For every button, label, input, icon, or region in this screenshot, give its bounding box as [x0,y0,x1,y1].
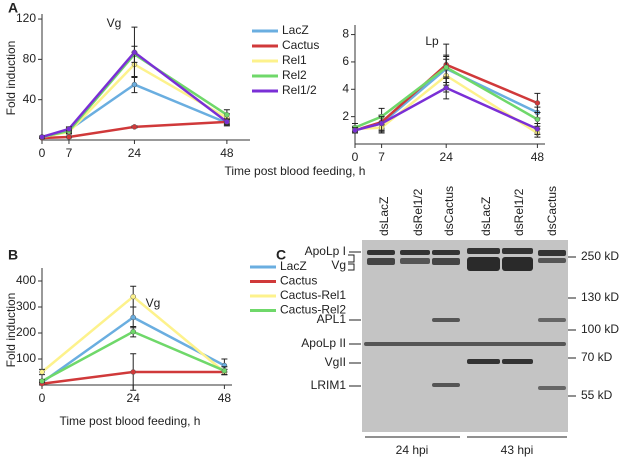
panel-label: B [8,247,18,263]
x-tick-label: 24 [127,391,141,405]
data-point [131,124,138,130]
series-line [354,86,538,132]
data-point [534,100,541,106]
data-point [130,369,136,375]
x-tick-label: 48 [531,150,545,164]
series-line [41,120,227,140]
group-label: 24 hpi [396,443,429,457]
panel-label: A [8,0,18,16]
chart-title: Lp [425,34,439,48]
data-point [130,328,136,335]
x-tick-label: 24 [440,150,454,164]
panel-label: C [276,247,286,263]
data-point [131,49,138,56]
y-tick-label: 120 [16,11,36,25]
chart-title: Vg [107,16,122,30]
series-line [354,74,539,135]
data-point [131,81,138,88]
y-tick-label: 300 [16,299,36,313]
left-labels: ApoLp I Vg APL1 ApoLp II VgII LRIM1 [301,244,361,392]
data-point [66,134,72,140]
lane-label: dsLacZ [479,197,493,236]
data-point [39,134,45,140]
y-axis-label: Fold induction [4,41,18,116]
marker-label: 100 kD [581,322,619,336]
legend-label: Rel2 [282,68,307,82]
x-tick-label: 48 [218,391,232,405]
data-point [224,119,230,125]
marker-label: 70 kD [581,350,613,364]
data-point [443,85,449,91]
legend-label: Cactus [280,274,317,288]
y-tick-label: 4 [342,81,349,95]
data-point [66,126,72,132]
legend-label: Rel1 [282,53,307,67]
y-tick-label: 6 [342,54,349,68]
data-point [130,314,136,321]
x-tick-label: 48 [220,146,234,160]
y-tick-label: 40 [23,92,37,106]
right-labels: 250 kD 130 kD 100 kD 70 kD 55 kD [568,249,619,402]
legend-label: Cactus-Rel2 [280,303,346,317]
series-line [41,50,228,139]
lane-label: dsLacZ [377,197,391,236]
y-axis-label: Fold induction [4,293,18,368]
legend-label: LacZ [282,23,309,37]
data-point [130,293,136,300]
y-tick-label: 8 [342,27,349,41]
data-point [39,378,45,384]
chart-title: Vg [146,296,161,310]
marker-label: 130 kD [581,290,619,304]
x-tick-label: 0 [39,391,46,405]
group-label: 43 hpi [501,443,534,457]
data-point [221,367,228,374]
legend-label: Rel1/2 [282,83,317,97]
x-tick-label: 0 [352,150,359,164]
x-tick-label: 7 [66,146,73,160]
data-point [39,369,45,375]
y-tick-label: 2 [342,109,349,123]
y-tick-label: 100 [16,351,36,365]
y-tick-label: 200 [16,325,36,339]
data-point [534,126,541,132]
x-axis-label: Time post blood feeding, h [60,414,201,428]
y-tick-label: 400 [16,273,36,287]
lane-labels: dsLacZ dsRel1/2 dsCactus dsLacZ dsRel1/2… [377,186,559,236]
blot-background [362,240,568,432]
y-tick-label: 80 [23,52,37,66]
band-label: VgII [325,355,346,369]
x-tick-label: 24 [128,146,142,160]
data-point [443,64,449,71]
band-label: ApoLp I [305,244,346,258]
lane-label: dsCactus [545,186,559,236]
marker-label: 55 kD [581,388,613,402]
legend-label: Cactus-Rel1 [280,288,346,302]
x-tick-label: 7 [378,150,385,164]
axis [41,268,232,386]
data-point [352,127,358,134]
series-line [354,65,539,129]
legend-label: LacZ [280,259,307,273]
x-axis-label: Time post blood feeding, h [225,164,366,178]
legend-label: Cactus [282,38,319,52]
data-point [224,112,230,118]
x-tick-label: 0 [39,146,46,160]
band-label: APL1 [317,312,347,326]
blot: dsLacZ dsRel1/2 dsCactus dsLacZ dsRel1/2… [301,186,619,457]
bands [364,248,566,390]
band-label: ApoLp II [301,336,346,350]
band-label: LRIM1 [311,378,347,392]
data-point [378,120,385,127]
data-point [534,116,541,123]
lane-label: dsRel1/2 [512,188,526,236]
band-label: Vg [331,258,346,272]
marker-label: 250 kD [581,249,619,263]
lane-label: dsRel1/2 [411,188,425,236]
lane-label: dsCactus [442,186,456,236]
